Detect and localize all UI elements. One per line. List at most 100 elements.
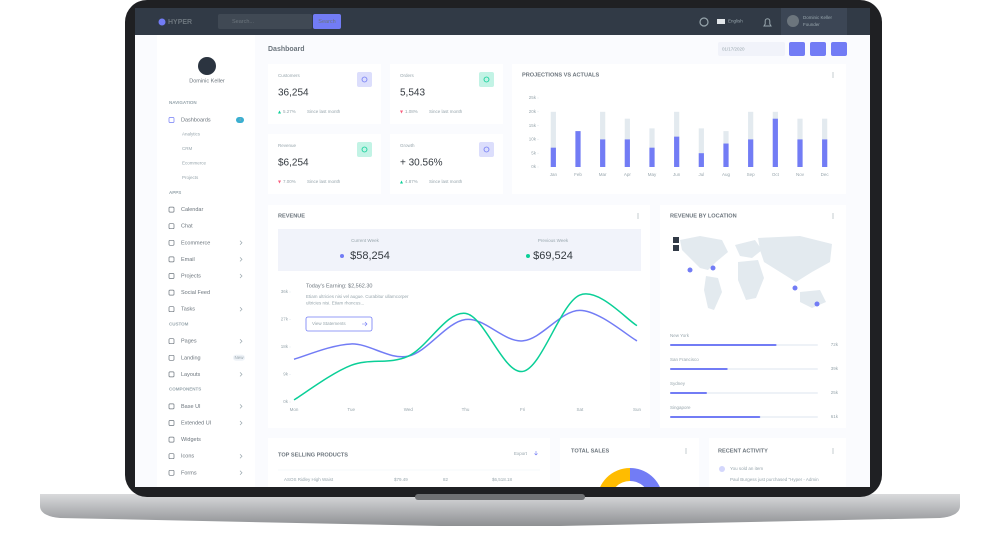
x-tick-label: Sun [633, 407, 642, 412]
bar [797, 139, 803, 167]
nav-icon [168, 256, 175, 263]
stat-value: $6,254 [278, 158, 309, 169]
nav-header: CUSTOM [169, 321, 189, 326]
progress-bar [670, 416, 761, 418]
x-tick-label: Sat [576, 407, 584, 412]
nav-item: Forms [181, 470, 197, 476]
menu-dot [637, 213, 639, 215]
bar [698, 128, 704, 167]
calendar-button[interactable] [789, 42, 805, 56]
stat-label: Growth [400, 143, 415, 148]
revenue-summary [278, 229, 641, 271]
stat-label: Orders [400, 73, 415, 78]
menu-dot [832, 213, 834, 215]
date-input[interactable] [718, 42, 785, 56]
bar [575, 131, 581, 167]
progress-bar [670, 392, 707, 394]
zoom-in[interactable] [673, 237, 679, 243]
refresh-button[interactable] [810, 42, 826, 56]
zoom-out[interactable] [673, 245, 679, 251]
stat-icon-glyph [361, 146, 368, 153]
stat-card [390, 64, 503, 124]
menu-dot [832, 448, 834, 450]
x-tick-label: Dec [821, 172, 830, 177]
chevron [239, 338, 243, 344]
nav-badge-label: 4 [239, 117, 242, 122]
nav-icon [168, 469, 175, 476]
user-avatar [787, 15, 799, 27]
line-series [293, 293, 638, 401]
x-tick-label: Jul [698, 172, 704, 177]
page-title: Dashboard [268, 46, 305, 53]
view-statements-button[interactable] [305, 316, 373, 332]
chevron [239, 404, 243, 409]
summary-value: $58,254 [350, 250, 390, 262]
laptop-base [40, 494, 960, 526]
stat-change: 5.27% [283, 109, 296, 114]
table-cell: ASOS Ridley High Waist [284, 477, 334, 482]
bell-icon[interactable] [763, 18, 772, 27]
x-tick-label: Tue [347, 407, 355, 412]
bar [550, 147, 556, 167]
stat-icon [479, 72, 494, 87]
export-link: Export [514, 451, 528, 456]
logo: HYPER [168, 19, 192, 26]
card-title: RECENT ACTIVITY [718, 448, 768, 454]
nav-subitem: Ecommerce [182, 160, 207, 165]
x-tick-label: Fri [520, 407, 525, 412]
y-tick-label: 27k [281, 317, 289, 322]
chevron [239, 273, 243, 279]
activity-icon [719, 466, 725, 472]
stat-note: Since last month [429, 109, 463, 114]
stat-change: 4.87% [405, 179, 418, 184]
nav-item: Landing [181, 355, 201, 361]
nav-item: Projects [181, 273, 201, 279]
bar [674, 136, 680, 167]
summary-label: Current Week [351, 238, 379, 243]
search-button[interactable] [313, 14, 341, 29]
search-box[interactable] [218, 14, 312, 29]
stat-icon-glyph [483, 146, 490, 153]
trend-arrow [400, 180, 403, 184]
nav-item: Widgets [181, 437, 201, 443]
nav-icon [168, 223, 175, 230]
nav-item: Extended UI [181, 420, 212, 426]
pie-slice [630, 468, 660, 487]
menu-dot [832, 452, 834, 454]
settings-icon[interactable] [699, 17, 709, 27]
chevron [239, 306, 243, 312]
screen: HYPER Search... Search English Dominic Kelle… [135, 8, 870, 487]
menu-dot [637, 215, 639, 217]
y-tick-label: 0k [531, 164, 537, 169]
y-tick-label: 5k [531, 150, 537, 155]
flag-icon [717, 19, 725, 24]
nav-subitem: Analytics [182, 132, 201, 137]
annotation-text: ultricies nisi. Etiam rhoncus... [306, 301, 364, 306]
bar [723, 143, 729, 167]
x-tick-label: Oct [772, 172, 780, 177]
location-name: Sydney [670, 381, 686, 386]
sidebar-avatar [198, 57, 216, 75]
nav-subitem: Projects [182, 175, 199, 180]
filter-button[interactable] [831, 42, 847, 56]
bar [822, 139, 828, 167]
nav-icon [168, 306, 175, 313]
y-tick-label: 18k [281, 344, 289, 349]
card-title: REVENUE BY LOCATION [670, 213, 737, 219]
language: English [728, 19, 743, 24]
location-name: Singapore [670, 405, 691, 410]
progress-track [670, 392, 818, 394]
stat-note: Since last month [429, 179, 463, 184]
nav-icon [168, 436, 175, 443]
menu-dot [832, 215, 834, 217]
trend-arrow [278, 180, 281, 184]
y-tick-label: 9k [283, 372, 289, 377]
menu-dot [637, 217, 639, 219]
line-series [293, 309, 638, 360]
progress-bar [670, 344, 777, 346]
screen-content: HYPER Search... Search English Dominic Kelle… [168, 15, 839, 487]
user-name: Dominic Keller [803, 15, 833, 20]
legend-dot [526, 254, 530, 258]
nav-item: Layouts [181, 372, 201, 378]
nav-subitem: CRM [182, 146, 192, 151]
